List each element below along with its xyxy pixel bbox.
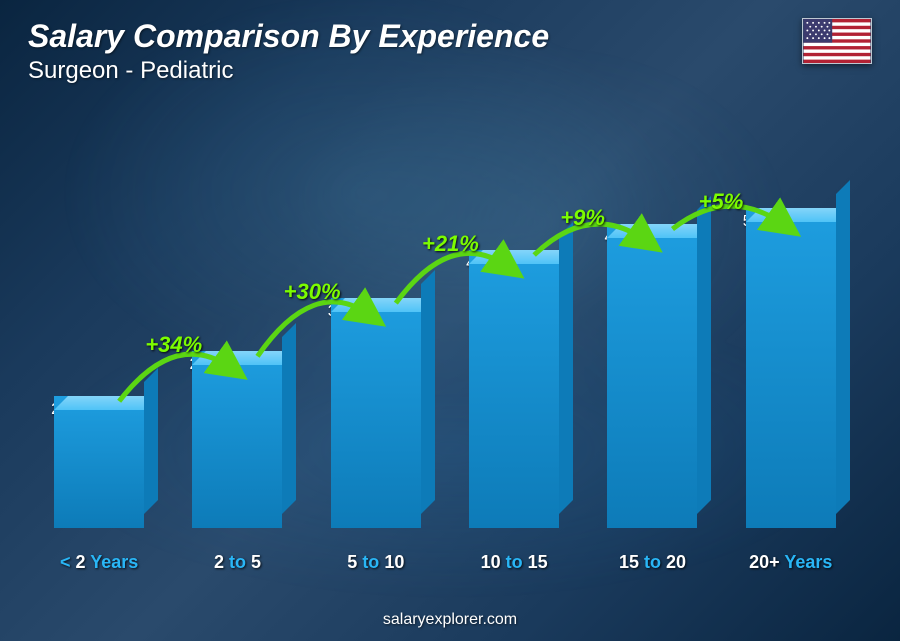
pct-increase-label: +30% xyxy=(284,279,341,305)
pct-increase-label: +21% xyxy=(422,231,479,257)
x-axis-label: 10 to 15 xyxy=(481,552,548,573)
page-subtitle: Surgeon - Pediatric xyxy=(28,57,549,85)
x-axis-label: 2 to 5 xyxy=(214,552,261,573)
pct-increase-label: +9% xyxy=(560,205,605,231)
footer-attribution: salaryexplorer.com xyxy=(0,611,900,629)
flag-icon xyxy=(802,18,872,64)
bar-group: 505,000 USD20+ Years xyxy=(722,208,860,573)
bar-3d xyxy=(54,396,144,528)
header: Salary Comparison By Experience Surgeon … xyxy=(28,18,872,85)
bar-group: 208,000 USD< 2 Years xyxy=(30,396,168,573)
bar-group: 480,000 USD15 to 20 xyxy=(583,224,721,573)
bar-3d xyxy=(469,250,559,528)
bar-3d xyxy=(192,351,282,528)
title-block: Salary Comparison By Experience Surgeon … xyxy=(28,18,549,85)
bar-3d xyxy=(331,298,421,528)
bar-group: 279,000 USD2 to 5 xyxy=(168,351,306,573)
chart-area: 208,000 USD< 2 Years279,000 USD2 to 5363… xyxy=(30,120,860,573)
x-axis-label: 5 to 10 xyxy=(347,552,404,573)
pct-increase-label: +5% xyxy=(699,189,744,215)
x-axis-label: 15 to 20 xyxy=(619,552,686,573)
bar-group: 439,000 USD10 to 15 xyxy=(445,250,583,573)
bar-group: 363,000 USD5 to 10 xyxy=(307,298,445,573)
bar-3d xyxy=(746,208,836,528)
bar-3d xyxy=(607,224,697,528)
x-axis-label: 20+ Years xyxy=(749,552,832,573)
pct-increase-label: +34% xyxy=(145,332,202,358)
x-axis-label: < 2 Years xyxy=(60,552,138,573)
page-title: Salary Comparison By Experience xyxy=(28,18,549,55)
